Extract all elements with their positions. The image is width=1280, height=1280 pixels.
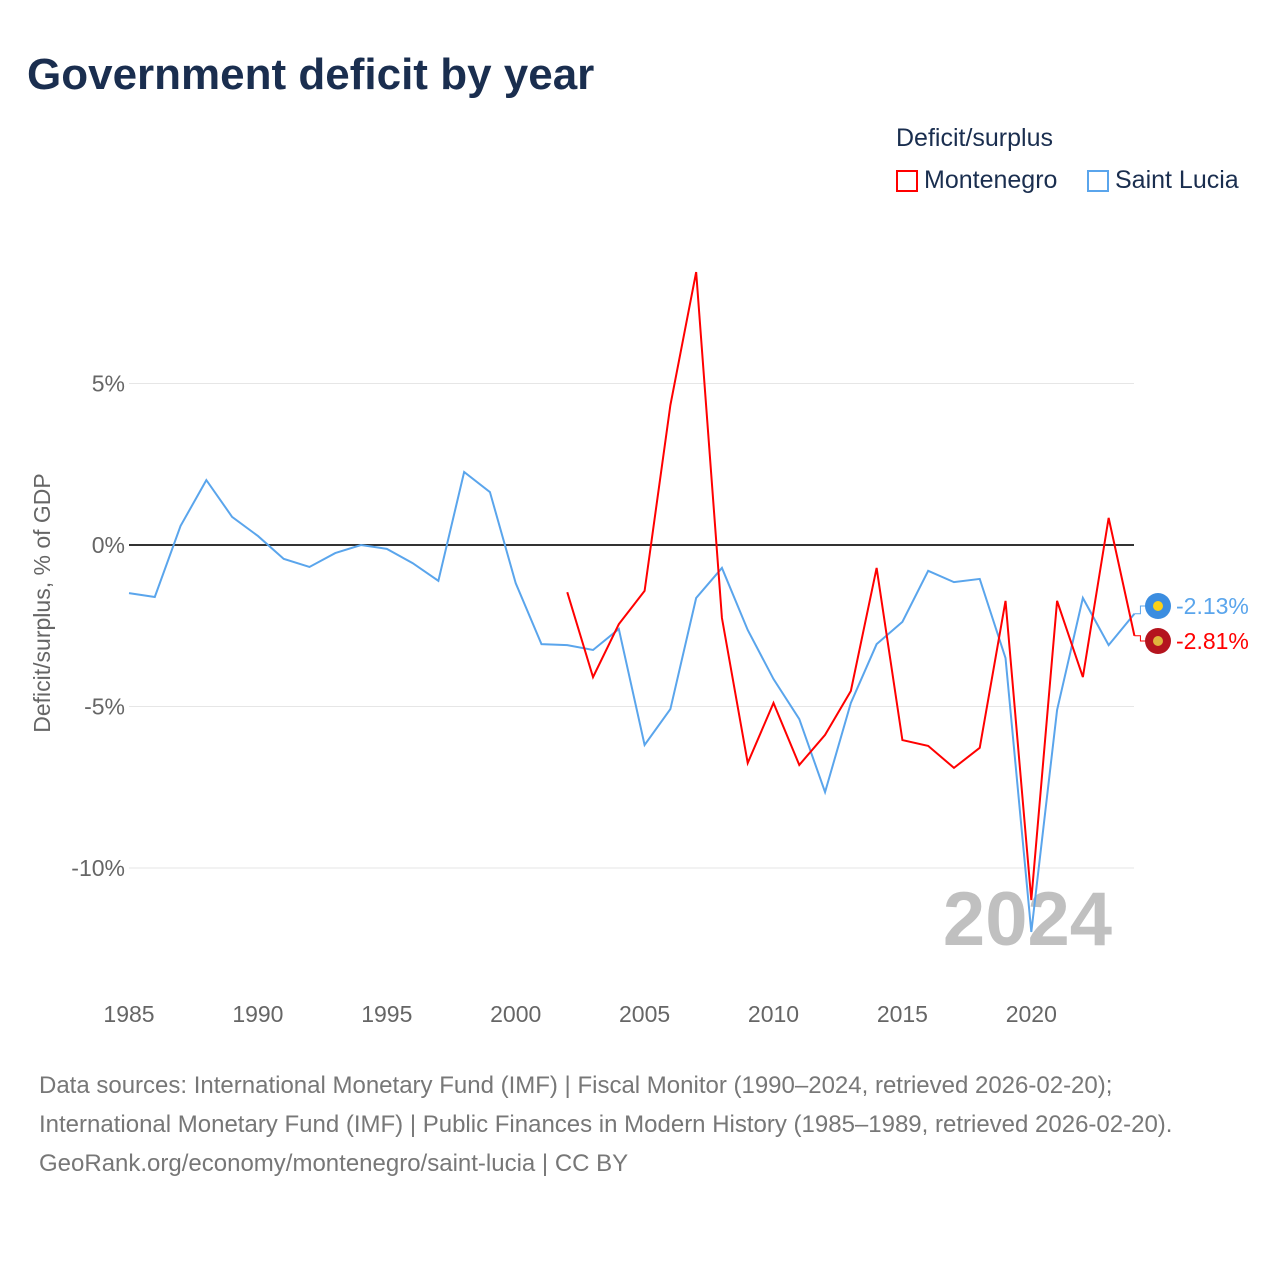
legend-title: Deficit/surplus (896, 124, 1053, 152)
credit-link[interactable]: GeoRank.org/economy/montenegro/saint-luc… (39, 1150, 629, 1177)
legend-label: Montenegro (924, 166, 1058, 194)
x-tick-label: 2000 (490, 1001, 541, 1027)
data-sources: Data sources: International Monetary Fun… (39, 1072, 1173, 1138)
line-chart: 5% 0% -5% -10% 1985 1990 1995 2000 2005 2010 2015 2… (29, 271, 1249, 1027)
x-tick-label: 2010 (748, 1001, 799, 1027)
chart-title: Government deficit by year (27, 50, 595, 99)
flag-emblem (1153, 601, 1163, 611)
y-tick-label: 5% (92, 371, 125, 397)
x-tick-label: 2015 (877, 1001, 928, 1027)
legend-label: Saint Lucia (1115, 166, 1239, 194)
flag-emblem (1153, 636, 1163, 646)
x-tick-label: 1990 (232, 1001, 283, 1027)
y-tick-label: 0% (92, 532, 125, 558)
footer: Data sources: International Monetary Fun… (39, 1066, 1239, 1183)
end-value-label: -2.13% (1176, 593, 1249, 619)
x-tick-label: 2005 (619, 1001, 670, 1027)
label-connector (1134, 635, 1146, 642)
x-tick-label: 1995 (361, 1001, 412, 1027)
legend-swatch (896, 169, 918, 192)
end-value-label: -2.81% (1176, 628, 1249, 654)
label-connector (1134, 605, 1146, 615)
y-tick-label: -10% (71, 855, 125, 881)
legend-item-montenegro[interactable]: Montenegro (896, 166, 1057, 195)
x-tick-label: 1985 (103, 1001, 154, 1027)
y-tick-label: -5% (84, 694, 125, 720)
legend-item-saint-lucia[interactable]: Saint Lucia (1087, 166, 1239, 195)
legend-swatch (1087, 169, 1109, 192)
series-line-montenegro (566, 271, 1136, 901)
y-axis-label: Deficit/surplus, % of GDP (29, 473, 55, 732)
series-line-saint-lucia (128, 470, 1136, 933)
x-tick-label: 2020 (1006, 1001, 1057, 1027)
